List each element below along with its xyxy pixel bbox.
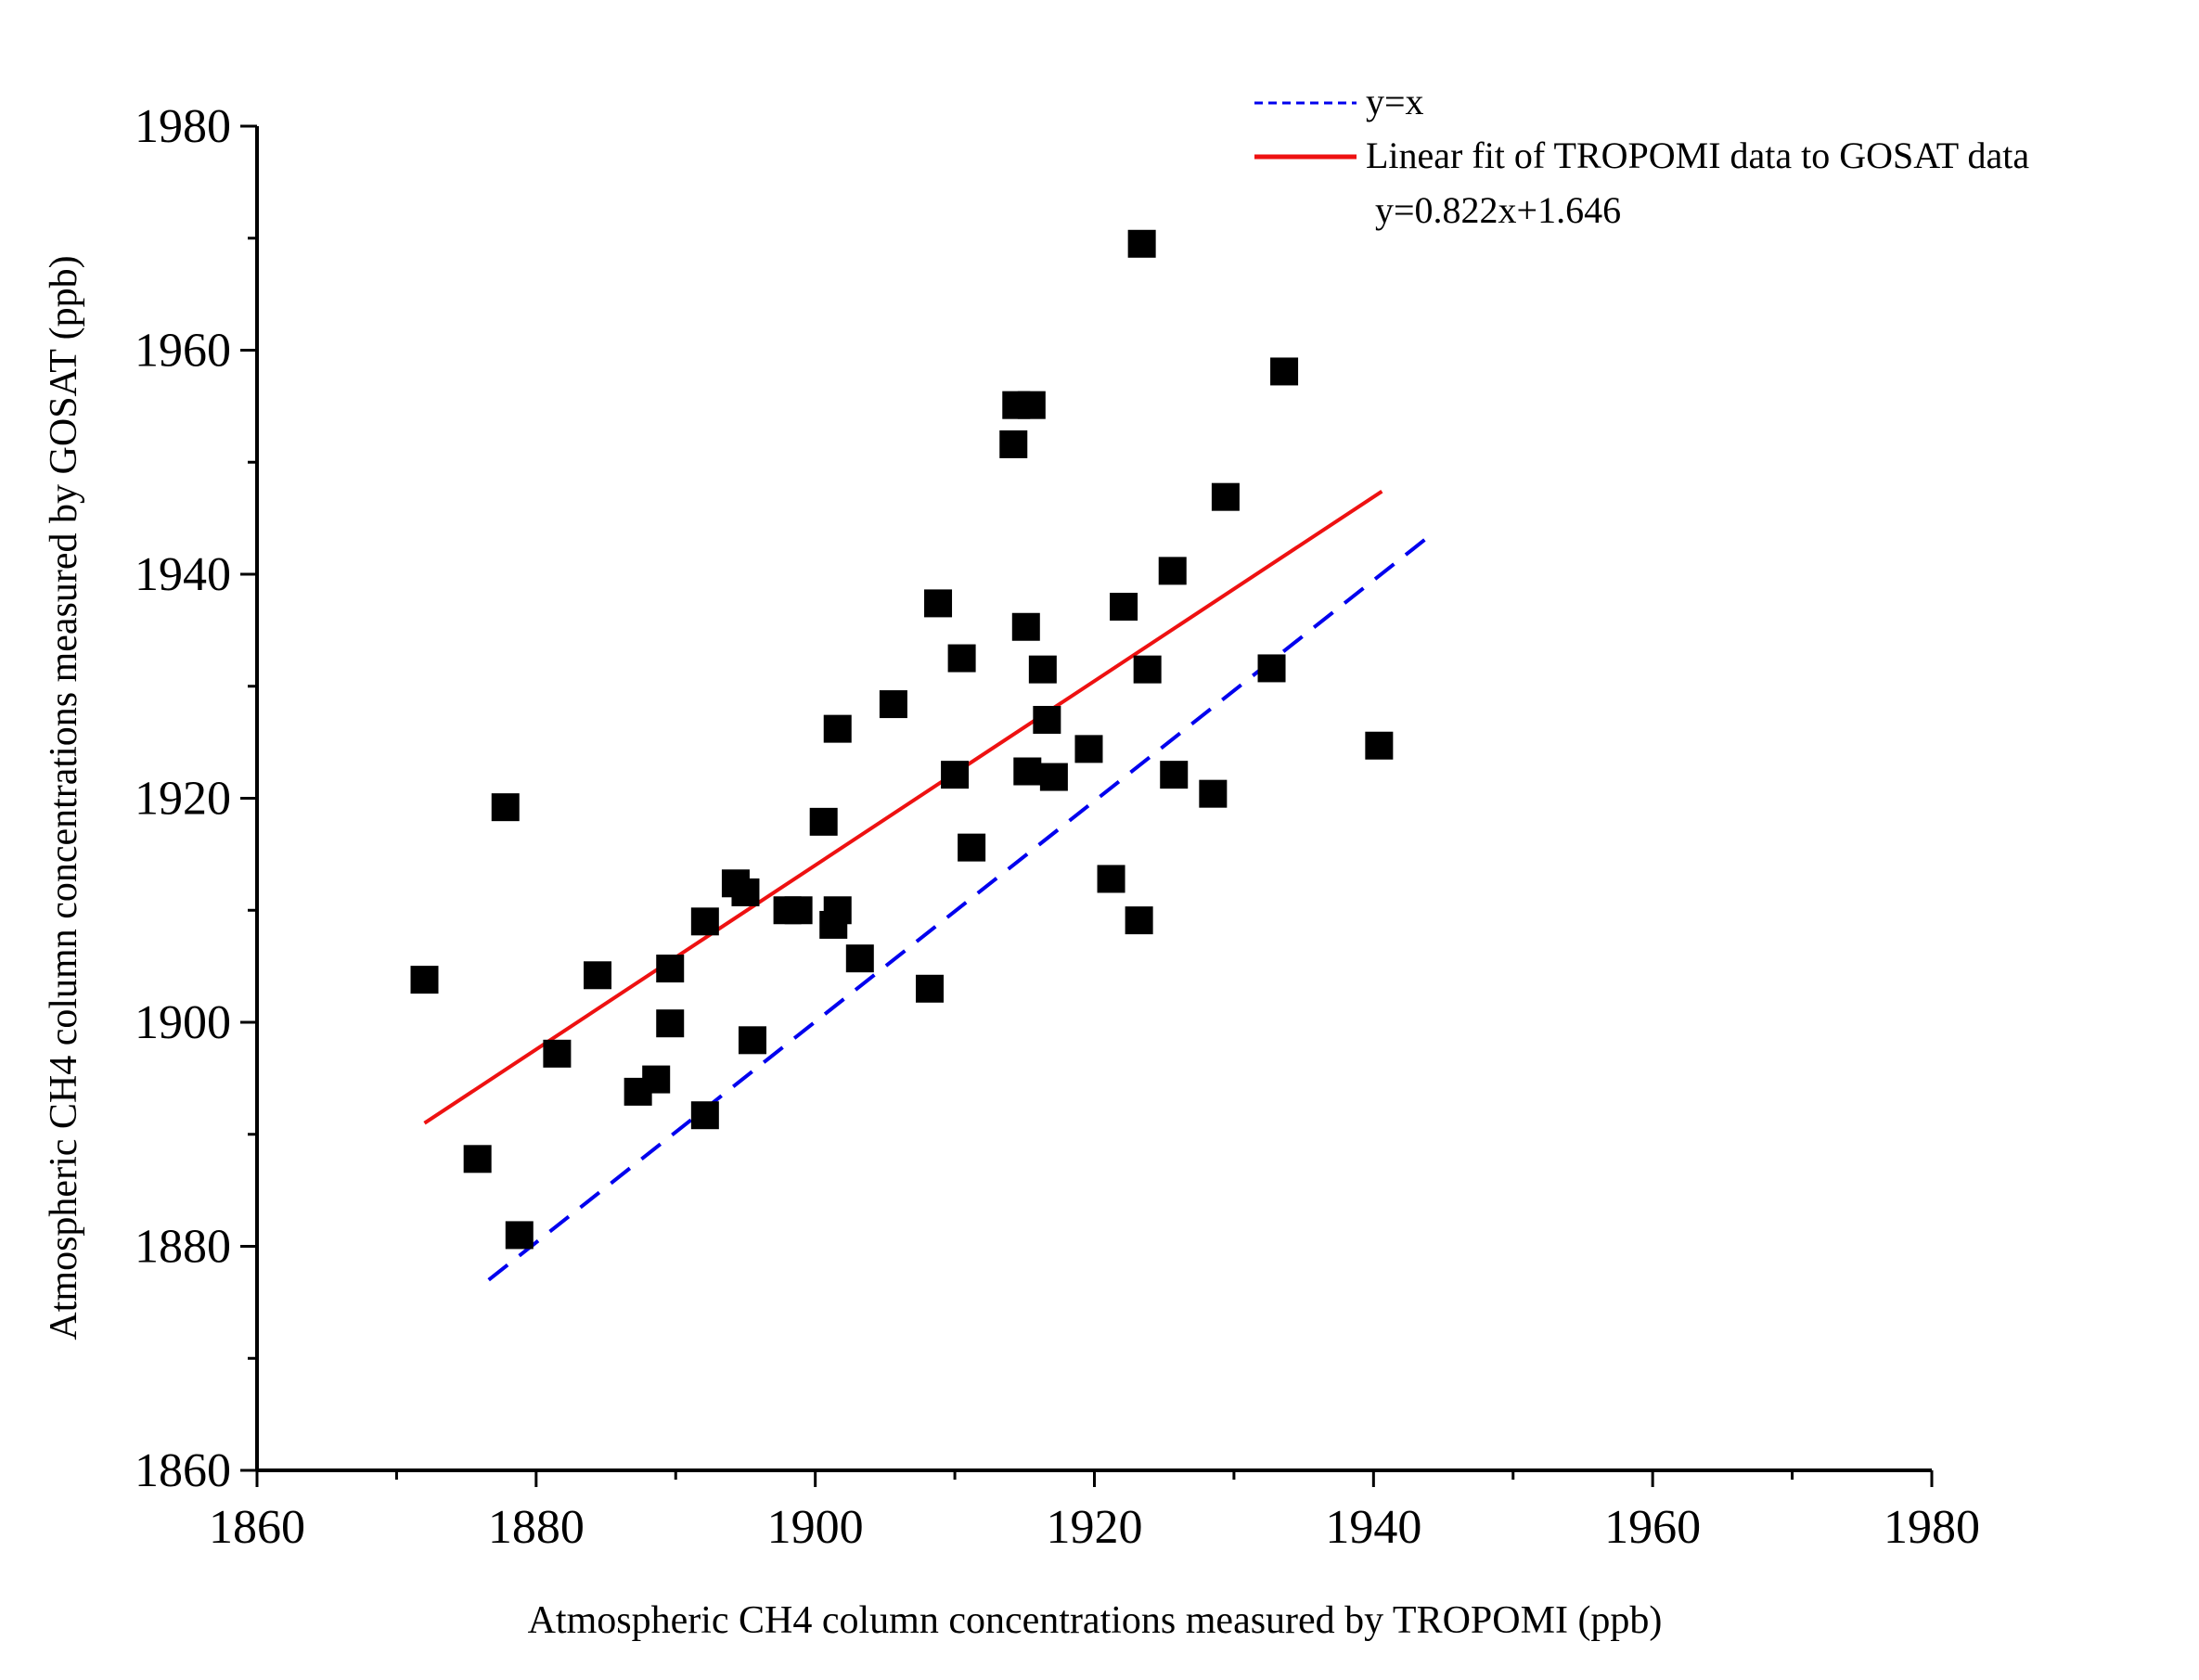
data-point [584,961,612,990]
data-point [1133,655,1162,684]
data-point [845,944,874,973]
y-tick-label: 1980 [135,100,231,153]
data-point [1127,229,1156,258]
data-point [1158,557,1187,585]
data-point [999,430,1028,458]
data-point [916,974,945,1003]
data-point [543,1039,572,1068]
x-tick-label: 1980 [1884,1501,1980,1554]
legend-fit-equation: y=0.822x+1.646 [1375,189,1621,231]
x-tick-label: 1880 [488,1501,585,1554]
data-point [823,896,852,925]
data-point [1257,654,1286,683]
data-point [1039,763,1068,791]
legend: y=x Linear fit of TROPOMI data to GOSAT … [1254,81,2029,231]
data-point [1033,705,1061,734]
legend-fit-label: Linear fit of TROPOMI data to GOSAT data [1366,135,2029,176]
data-point [1199,779,1228,808]
y-tick-label: 1860 [135,1444,231,1497]
axes [240,124,1934,1487]
data-point [1270,357,1299,386]
x-tick-label: 1860 [209,1501,305,1554]
y-tick-label: 1960 [135,325,231,378]
data-point [1125,906,1153,935]
y-tick-label: 1940 [135,548,231,601]
reference-lines [423,489,1434,1282]
data-point [656,1009,685,1038]
data-point [642,1065,671,1094]
x-axis-title: Atmospheric CH4 column concentrations me… [528,1599,1663,1642]
x-tick-label: 1940 [1325,1501,1421,1554]
x-tick-label: 1920 [1047,1501,1143,1554]
data-point [809,807,838,836]
data-point [738,1026,766,1055]
identity-line [487,532,1434,1282]
data-point [410,966,439,994]
y-tick-label: 1900 [135,996,231,1049]
data-point [1211,482,1240,511]
data-point [879,690,907,719]
data-point [463,1145,492,1173]
y-axis-title: Atmospheric CH4 column concentrations me… [43,255,85,1340]
data-point [947,644,976,673]
data-point [1074,735,1103,763]
fit-line [423,489,1383,1125]
data-point [1160,761,1189,789]
data-point [1017,391,1046,419]
data-points [410,229,1394,1250]
tick-labels: 1860 1880 1900 1920 1940 1960 1980 1860 1880 1900… [135,100,1980,1554]
data-point [505,1221,534,1250]
data-point [1013,757,1042,786]
data-point [941,761,970,789]
data-point [731,878,760,906]
data-point [690,1101,719,1130]
legend-identity-label: y=x [1366,81,1424,122]
x-tick-label: 1960 [1604,1501,1701,1554]
data-point [1011,612,1040,641]
data-point [1110,593,1138,622]
x-tick-label: 1900 [767,1501,864,1554]
y-tick-label: 1880 [135,1221,231,1274]
data-point [491,793,520,822]
data-point [823,714,852,743]
data-point [958,833,986,862]
data-point [656,955,685,983]
data-point [1097,865,1125,893]
data-point [924,589,953,618]
data-point [1028,655,1057,684]
data-point [1365,731,1394,760]
data-point [690,907,719,936]
data-point [784,896,813,925]
y-tick-label: 1920 [135,773,231,826]
